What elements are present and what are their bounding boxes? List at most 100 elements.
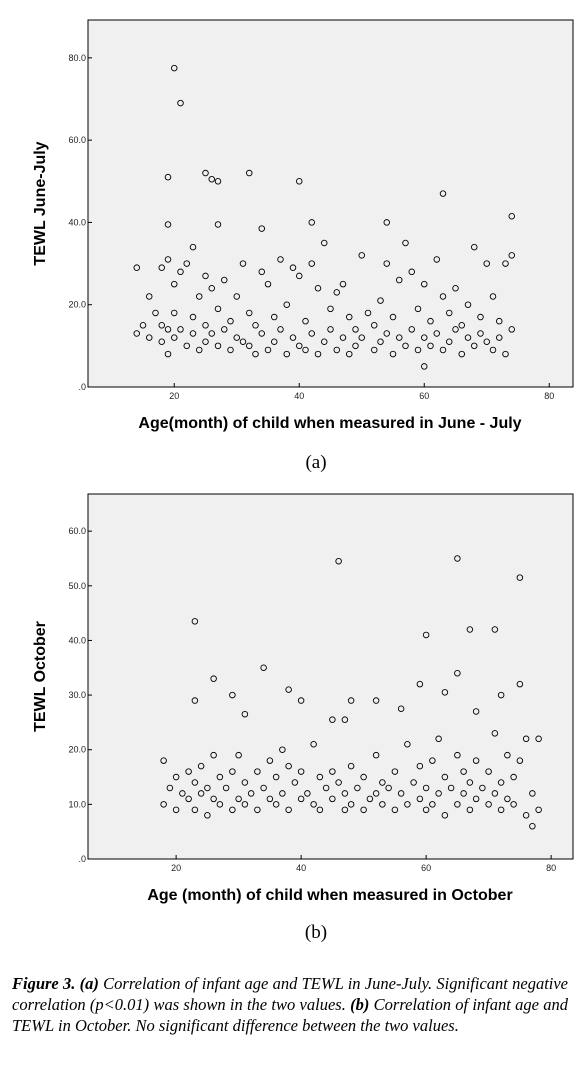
point	[170, 64, 178, 72]
y-tick-label: 40.0	[68, 217, 86, 227]
point	[220, 276, 228, 284]
point	[160, 757, 167, 764]
point	[396, 276, 403, 284]
point	[497, 806, 505, 814]
point	[210, 795, 217, 803]
point	[402, 239, 409, 247]
caption-bold: (a)	[75, 974, 99, 993]
point	[460, 790, 467, 797]
point	[427, 342, 434, 350]
point	[379, 779, 386, 786]
point	[170, 334, 178, 341]
point	[441, 773, 449, 781]
point	[291, 779, 299, 786]
point	[416, 795, 424, 803]
caption-text: Correlation of infant age and TEWL in Oc…	[12, 995, 573, 1035]
point	[302, 317, 309, 325]
point	[197, 790, 205, 797]
point	[164, 326, 172, 333]
point	[341, 806, 349, 814]
point	[229, 691, 236, 699]
point	[379, 801, 386, 808]
point	[422, 631, 430, 639]
point	[360, 806, 367, 814]
point	[335, 779, 342, 786]
point	[296, 272, 303, 280]
point	[210, 751, 217, 759]
point	[371, 346, 378, 354]
point	[408, 268, 416, 276]
point	[139, 322, 147, 329]
point	[529, 822, 536, 830]
point	[314, 285, 322, 292]
x-tick-label: 60	[421, 863, 431, 873]
point	[508, 326, 516, 333]
point	[491, 730, 499, 737]
point	[433, 256, 441, 263]
point	[429, 757, 436, 764]
point	[202, 338, 209, 345]
point	[297, 768, 305, 775]
point	[510, 801, 517, 808]
point	[333, 346, 341, 354]
point	[308, 330, 316, 337]
point	[535, 806, 542, 814]
point	[402, 342, 409, 350]
point	[472, 757, 480, 764]
point	[241, 779, 249, 786]
point	[302, 346, 309, 354]
point	[435, 735, 442, 743]
point	[214, 178, 222, 185]
point	[195, 346, 203, 354]
point	[164, 256, 172, 263]
point	[133, 264, 140, 271]
point	[354, 784, 361, 792]
point	[516, 574, 524, 581]
x-tick-label: 40	[294, 391, 304, 401]
point	[396, 334, 403, 341]
point	[197, 762, 205, 770]
point	[427, 317, 434, 325]
point	[252, 350, 259, 358]
point	[339, 280, 347, 288]
point	[377, 338, 384, 345]
point	[452, 285, 459, 292]
point	[341, 790, 349, 797]
point	[508, 213, 516, 220]
y-tick-label: 40.0	[68, 635, 86, 645]
point	[464, 334, 472, 341]
point	[266, 757, 274, 764]
caption-text: Correlation of infant age and TEWL in Ju…	[12, 974, 573, 1014]
point	[191, 618, 199, 625]
point	[389, 350, 397, 358]
y-axis-title: TEWL June-July	[32, 141, 49, 265]
point	[452, 326, 459, 333]
point	[252, 322, 259, 329]
point	[260, 664, 267, 672]
point	[522, 735, 530, 743]
point	[189, 243, 197, 251]
point	[133, 330, 140, 337]
x-tick-label: 20	[171, 863, 181, 873]
x-tick-label: 40	[296, 863, 306, 873]
y-tick-label: .0	[78, 382, 86, 392]
point	[421, 280, 428, 288]
point	[227, 317, 234, 325]
point	[220, 326, 228, 333]
point	[145, 334, 153, 341]
x-axis-title: Age (month) of child when measured in Oc…	[147, 887, 512, 904]
point	[391, 768, 399, 775]
point	[308, 260, 316, 267]
point	[308, 219, 316, 226]
point	[271, 313, 278, 321]
point	[366, 795, 374, 803]
point	[460, 768, 467, 775]
point	[202, 322, 209, 329]
caption-bold: Figure 3.	[12, 974, 76, 993]
x-tick-label: 80	[544, 391, 554, 401]
point	[264, 346, 272, 354]
figure-caption: Figure 3. (a) Correlation of infant age …	[12, 973, 568, 1036]
point	[327, 326, 334, 333]
